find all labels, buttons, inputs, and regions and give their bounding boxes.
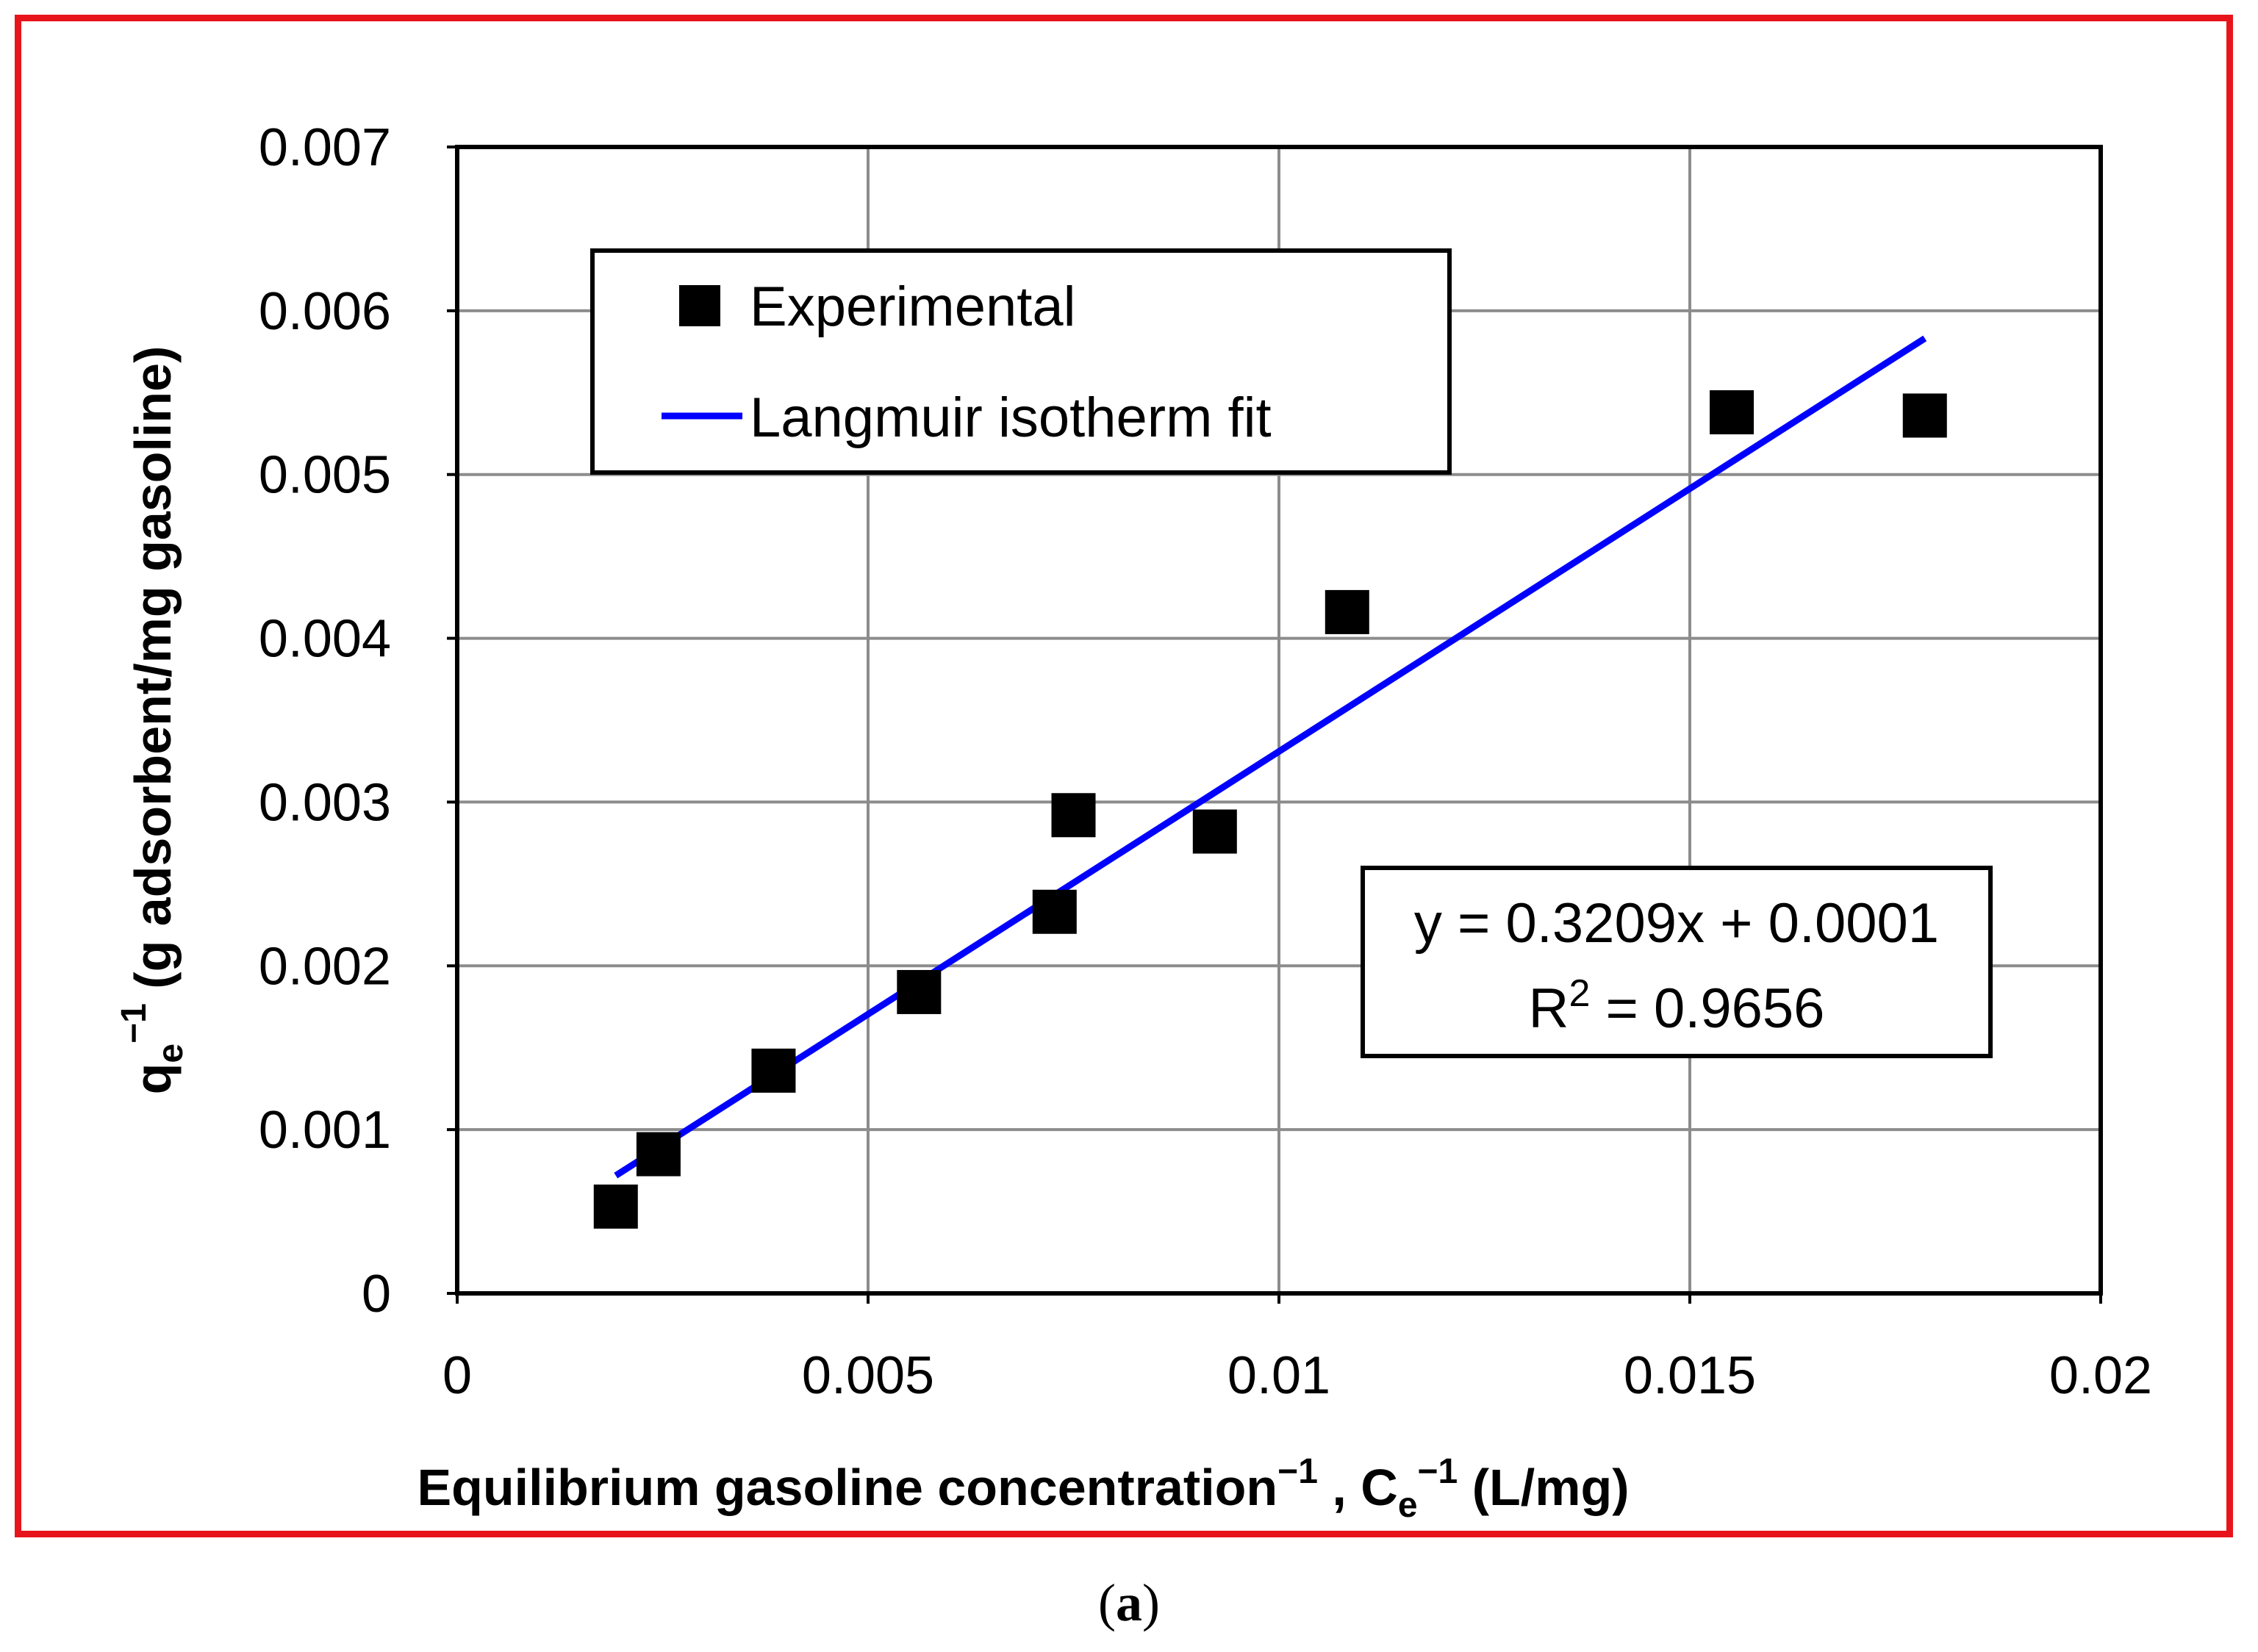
data-markers [593,390,1947,1229]
y-axis-title: qe−1 (g adsorbent/mg gasoline) [115,346,190,1095]
x-axis-title-sup1: −1 [1277,1452,1318,1491]
y-tick-label: 0.002 [259,937,391,996]
x-axis-title-main: Equilibrium gasoline concentration [417,1459,1277,1516]
y-tick-label: 0.006 [259,282,391,341]
x-tick-label: 0.01 [1227,1346,1330,1405]
x-axis-title-sup2: −1 [1418,1452,1458,1491]
x-tick-label: 0 [442,1346,472,1405]
data-point [1192,809,1237,854]
x-tick-label: 0.02 [2049,1346,2152,1405]
legend: Experimental Langmuir isotherm fit [590,248,1452,475]
caption-open: ( [1098,1573,1116,1632]
y-tick-label: 0.005 [259,446,391,505]
x-axis-title: Equilibrium gasoline concentration−1 , C… [417,1452,1629,1525]
r-squared-line: R2 = 0.9656 [1529,972,1825,1040]
y-axis-title-unit: (g adsorbent/mg gasoline) [124,346,182,1004]
legend-marker-experimental [679,285,720,326]
x-tick-label: 0.005 [802,1346,934,1405]
legend-label-experimental: Experimental [750,276,1076,338]
figure-caption: (a) [0,1573,2258,1634]
caption-label: a [1116,1573,1142,1632]
caption-close: ) [1142,1573,1160,1632]
y-axis-title-base: q [124,1063,182,1095]
y-axis-title-sub: e [151,1044,190,1063]
fit-line [614,335,1927,1179]
y-tick-label: 0.007 [259,118,391,177]
y-tick-label: 0.001 [259,1101,391,1160]
data-point [1325,589,1369,634]
legend-box [590,248,1452,475]
data-point [1032,889,1077,934]
equation-box [1361,866,1993,1058]
equation-annotation: y = 0.3209x + 0.0001 R2 = 0.9656 [1361,866,1993,1058]
r-squared-base: R [1529,977,1569,1040]
x-axis-title-sub: e [1398,1486,1418,1525]
x-axis-title-mid: , C [1318,1459,1398,1516]
legend-label-fit: Langmuir isotherm fit [750,387,1272,449]
data-point [593,1184,638,1229]
y-axis-title-sup: −1 [115,1003,154,1044]
data-point [1902,393,1947,438]
axis-ticks: 0 0.005 0.01 0.015 0.02 0 0.001 0.002 0.003 0.004… [259,118,2152,1405]
figure-frame [15,15,2233,1537]
r-squared-sup: 2 [1569,972,1590,1015]
x-axis-title-unit: (L/mg) [1458,1459,1629,1516]
y-tick-label: 0.004 [259,610,391,669]
data-point [897,969,942,1014]
data-point [751,1048,796,1093]
data-point [636,1132,681,1177]
x-tick-label: 0.015 [1624,1346,1756,1405]
y-tick-label: 0 [362,1265,391,1324]
fit-line-group [614,335,1927,1179]
r-squared-value: = 0.9656 [1590,977,1824,1040]
y-tick-label: 0.003 [259,773,391,832]
data-point [1710,390,1755,435]
data-point [1051,793,1096,838]
equation-line: y = 0.3209x + 0.0001 [1414,892,1939,955]
